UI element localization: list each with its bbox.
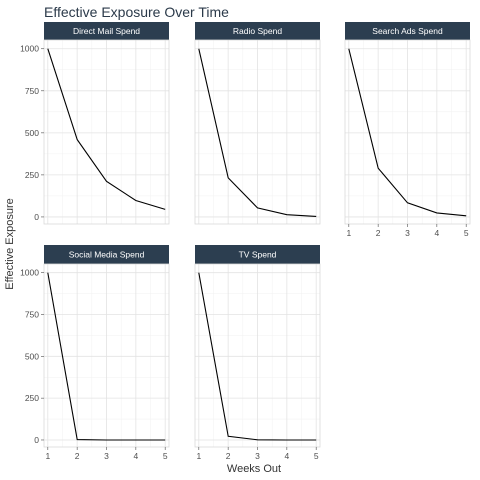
y-tick-label: 500 (25, 128, 39, 138)
panel-border (43, 39, 170, 225)
facet-strip (195, 22, 320, 40)
x-tick-label: 4 (284, 451, 289, 461)
series-line (198, 272, 317, 441)
y-tick-label: 750 (25, 310, 39, 320)
x-tick-label: 2 (376, 228, 381, 238)
x-tick-label: 1 (45, 451, 50, 461)
y-tick-label: 500 (25, 351, 39, 361)
y-tick-label: 0 (34, 435, 39, 445)
facet-strip-label: Social Media Spend (69, 250, 145, 260)
facet-panel: Radio Spend (194, 22, 321, 225)
y-axis-title: Effective Exposure (4, 198, 16, 290)
facet-strip (195, 245, 320, 264)
x-tick-label: 1 (196, 451, 201, 461)
y-tick-label: 1000 (20, 268, 39, 278)
x-tick-label: 5 (464, 228, 469, 238)
x-tick-label: 3 (405, 228, 410, 238)
x-tick-label: 2 (226, 451, 231, 461)
facet-panel: Direct Mail Spend 0 250 500 750 1000 (20, 22, 170, 225)
facet-strip (44, 245, 169, 264)
chart-title: Effective Exposure Over Time (44, 4, 229, 20)
x-tick-label: 5 (314, 451, 319, 461)
series-line (348, 48, 467, 217)
facet-strip-label: Radio Spend (233, 26, 282, 36)
x-axis-title: Weeks Out (227, 463, 281, 475)
facet-strip (44, 22, 169, 40)
y-tick-label: 250 (25, 170, 39, 180)
x-tick-label: 3 (255, 451, 260, 461)
x-tick-label: 1 (346, 228, 351, 238)
x-tick-label: 4 (133, 451, 138, 461)
facet-strip-label: Direct Mail Spend (73, 26, 140, 36)
y-tick-label: 750 (25, 86, 39, 96)
x-tick-label: 5 (163, 451, 168, 461)
panel-border (194, 39, 321, 225)
series-line (198, 48, 317, 217)
series-line (47, 48, 166, 210)
x-tick-label: 3 (104, 451, 109, 461)
x-tick-label: 2 (75, 451, 80, 461)
facet-panel: TV Spend 1 2 3 4 5 (194, 245, 321, 461)
y-tick-label: 1000 (20, 44, 39, 54)
facet-panel: Social Media Spend 0 250 500 750 1000 1 2 3 4 5 (20, 245, 170, 461)
facet-strip-label: Search Ads Spend (372, 26, 443, 36)
x-tick-label: 4 (434, 228, 439, 238)
facet-panel: Search Ads Spend 1 2 3 4 5 (344, 22, 471, 238)
y-tick-label: 250 (25, 393, 39, 403)
facet-strip-label: TV Spend (239, 250, 277, 260)
facet-strip (345, 22, 470, 40)
y-tick-label: 0 (34, 212, 39, 222)
series-line (47, 272, 166, 441)
